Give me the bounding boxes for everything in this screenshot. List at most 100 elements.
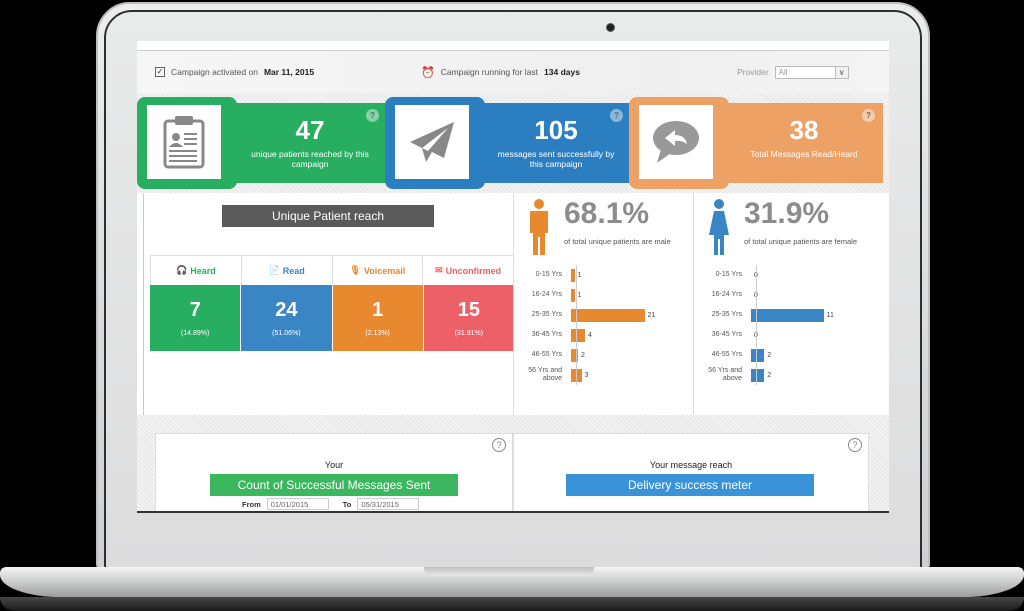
help-icon[interactable]: ? bbox=[492, 438, 506, 452]
clipboard-icon bbox=[147, 105, 221, 179]
age-bar-row: 56 Yrs and above 3 bbox=[514, 365, 694, 385]
help-icon[interactable]: ? bbox=[848, 438, 862, 452]
age-label: 0-15 Yrs bbox=[535, 271, 562, 278]
status-count: 7 bbox=[189, 299, 201, 321]
alarm-clock-icon: ⏰ bbox=[421, 66, 435, 79]
age-label: 56 Yrs and above bbox=[708, 367, 742, 382]
age-bar bbox=[571, 268, 575, 282]
checkbox-icon: ✓ bbox=[155, 67, 165, 77]
age-bar-row: 0-15 Yrs 1 bbox=[514, 265, 694, 285]
age-bar-row: 16-24 Yrs 1 bbox=[514, 285, 694, 305]
top-bar bbox=[137, 41, 889, 51]
status-percent: (31.91%) bbox=[454, 330, 484, 337]
reach-section: Unique Patient reach 🎧 Heard 📄 Read 🎙 Vo… bbox=[137, 193, 889, 415]
headset-user-icon: 🎧 bbox=[176, 265, 188, 275]
axis-line bbox=[576, 285, 577, 305]
provider-label: Provider bbox=[737, 67, 769, 77]
kpi-icon-box bbox=[137, 97, 237, 189]
running-days: 134 days bbox=[544, 67, 580, 77]
age-label: 0-15 Yrs bbox=[715, 271, 742, 278]
male-figure-icon bbox=[530, 199, 548, 255]
provider-select[interactable]: All ∨ bbox=[774, 65, 849, 79]
from-date-input[interactable]: 01/01/2015 bbox=[266, 498, 329, 510]
from-label: From bbox=[242, 499, 261, 509]
paper-plane-icon bbox=[395, 105, 469, 179]
male-label: of total unique patients are male bbox=[564, 237, 671, 246]
status-header-row: 🎧 Heard 📄 Read 🎙 Voicemail ✉ Unconfirmed bbox=[150, 255, 514, 285]
kpi-icon-box bbox=[385, 97, 485, 189]
chevron-down-icon[interactable]: ∨ bbox=[834, 66, 848, 78]
kpi-messages-sent: 105 messages sent successfully by this c… bbox=[385, 97, 631, 189]
status-label: Voicemail bbox=[363, 265, 406, 276]
age-label: 36-45 Yrs bbox=[531, 331, 562, 338]
help-icon[interactable]: ? bbox=[862, 109, 875, 122]
axis-line bbox=[756, 345, 757, 365]
status-label: Read bbox=[282, 265, 305, 276]
kpi-description: unique patients reached by this campaign bbox=[251, 149, 369, 169]
age-bar-row: 56 Yrs and above 2 bbox=[694, 365, 874, 385]
female-demographics-panel: 31.9% of total unique patients are femal… bbox=[693, 193, 883, 415]
help-icon[interactable]: ? bbox=[610, 109, 623, 122]
card-title: Delivery success meter bbox=[566, 474, 814, 496]
axis-line bbox=[756, 305, 757, 325]
status-unconfirmed-cell: 15 (31.91%) bbox=[423, 285, 514, 351]
age-value: 2 bbox=[767, 371, 772, 379]
status-read-cell: 24 (51.06%) bbox=[241, 285, 333, 351]
kpi-description: Total Messages Read/Heard bbox=[750, 149, 858, 159]
to-date-input[interactable]: 05/31/2015 bbox=[357, 498, 420, 510]
age-bar-row: 36-45 Yrs 0 bbox=[694, 325, 874, 345]
axis-line bbox=[576, 265, 577, 285]
campaign-running: ⏰ Campaign running for last 134 days bbox=[421, 66, 580, 79]
age-value: 2 bbox=[767, 351, 772, 359]
female-label: of total unique patients are female bbox=[744, 237, 857, 246]
campaign-info-bar: ✓ Campaign activated on Mar 11, 2015 ⏰ C… bbox=[137, 51, 889, 93]
age-bar bbox=[571, 308, 645, 322]
male-age-chart: 0-15 Yrs 1 16-24 Yrs 1 25-35 Yrs 21 36-45 Yrs 4… bbox=[514, 265, 694, 385]
laptop-notch bbox=[424, 567, 594, 576]
camera-icon bbox=[606, 23, 615, 32]
age-value: 1 bbox=[577, 271, 582, 279]
kpi-value: 47 bbox=[295, 115, 325, 145]
axis-line bbox=[576, 365, 577, 385]
kpi-icon-box bbox=[629, 97, 729, 189]
card-title: Count of Successful Messages Sent bbox=[210, 474, 458, 496]
status-percent: (51.06%) bbox=[272, 330, 301, 337]
age-bar bbox=[751, 308, 824, 322]
age-bar bbox=[751, 348, 765, 362]
kpi-description: messages sent successfully by this campa… bbox=[497, 149, 615, 169]
male-header: 68.1% of total unique patients are male bbox=[528, 197, 671, 257]
status-voicemail-header: 🎙 Voicemail bbox=[333, 256, 424, 285]
status-voicemail-cell: 1 (2.13%) bbox=[332, 285, 424, 351]
female-header: 31.9% of total unique patients are femal… bbox=[708, 197, 857, 257]
age-value: 11 bbox=[826, 311, 834, 319]
age-label: 25-35 Yrs bbox=[711, 311, 742, 318]
age-bar-row: 46-55 Yrs 2 bbox=[514, 345, 694, 365]
age-label: 25-35 Yrs bbox=[531, 311, 562, 318]
successful-messages-card: ? Your Count of Successful Messages Sent… bbox=[155, 433, 513, 511]
axis-line bbox=[756, 325, 757, 345]
kpi-read-heard: 38 Total Messages Read/Heard ? bbox=[629, 97, 883, 189]
microphone-icon: 🎙 bbox=[349, 265, 361, 275]
card-pretitle: Your bbox=[324, 460, 344, 470]
status-count: 1 bbox=[372, 299, 384, 321]
axis-line bbox=[576, 305, 577, 325]
age-value: 21 bbox=[647, 311, 656, 319]
campaign-activated: ✓ Campaign activated on Mar 11, 2015 bbox=[155, 67, 314, 77]
status-value-row: 7 (14.89%) 24 (51.06%) 1 (2.13%) 15 (31.… bbox=[150, 285, 514, 351]
kpi-unique-patients: 47 unique patients reached by this campa… bbox=[137, 97, 387, 189]
age-bar bbox=[571, 328, 585, 342]
axis-line bbox=[756, 265, 757, 285]
status-label: Unconfirmed bbox=[445, 265, 502, 276]
age-label: 16-24 Yrs bbox=[531, 291, 562, 298]
help-icon[interactable]: ? bbox=[366, 109, 379, 122]
age-bar-row: 0-15 Yrs 0 bbox=[694, 265, 874, 285]
to-label: To bbox=[342, 499, 352, 509]
status-read-header: 📄 Read bbox=[242, 256, 333, 285]
panel-title: Unique Patient reach bbox=[222, 205, 434, 227]
age-bar bbox=[571, 288, 575, 302]
age-value: 0 bbox=[754, 272, 758, 279]
unique-patient-reach-panel: Unique Patient reach 🎧 Heard 📄 Read 🎙 Vo… bbox=[143, 193, 514, 415]
status-count: 15 bbox=[457, 299, 480, 321]
female-figure-icon bbox=[709, 199, 729, 255]
female-age-chart: 0-15 Yrs 0 16-24 Yrs 0 25-35 Yrs 11 36-45 Yrs 0… bbox=[694, 265, 874, 385]
